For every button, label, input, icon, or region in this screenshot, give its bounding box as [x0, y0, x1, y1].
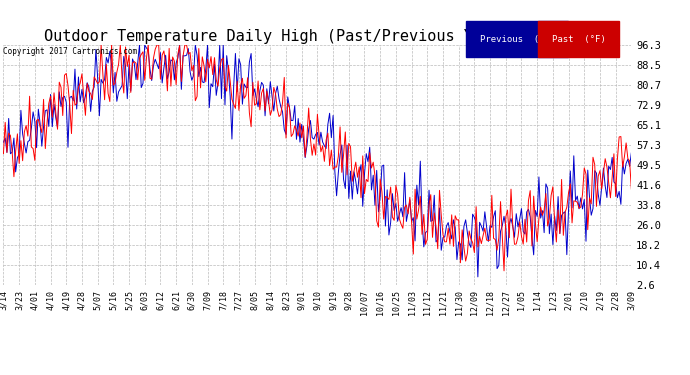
Text: Copyright 2017 Cartronics.com: Copyright 2017 Cartronics.com — [3, 47, 137, 56]
Text: Previous  (°F): Previous (°F) — [480, 35, 555, 44]
Text: Past  (°F): Past (°F) — [552, 35, 606, 44]
Title: Outdoor Temperature Daily High (Past/Previous Year) 20170314: Outdoor Temperature Daily High (Past/Pre… — [43, 29, 591, 44]
